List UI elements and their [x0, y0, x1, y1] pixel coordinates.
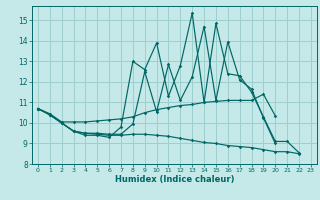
X-axis label: Humidex (Indice chaleur): Humidex (Indice chaleur) — [115, 175, 234, 184]
